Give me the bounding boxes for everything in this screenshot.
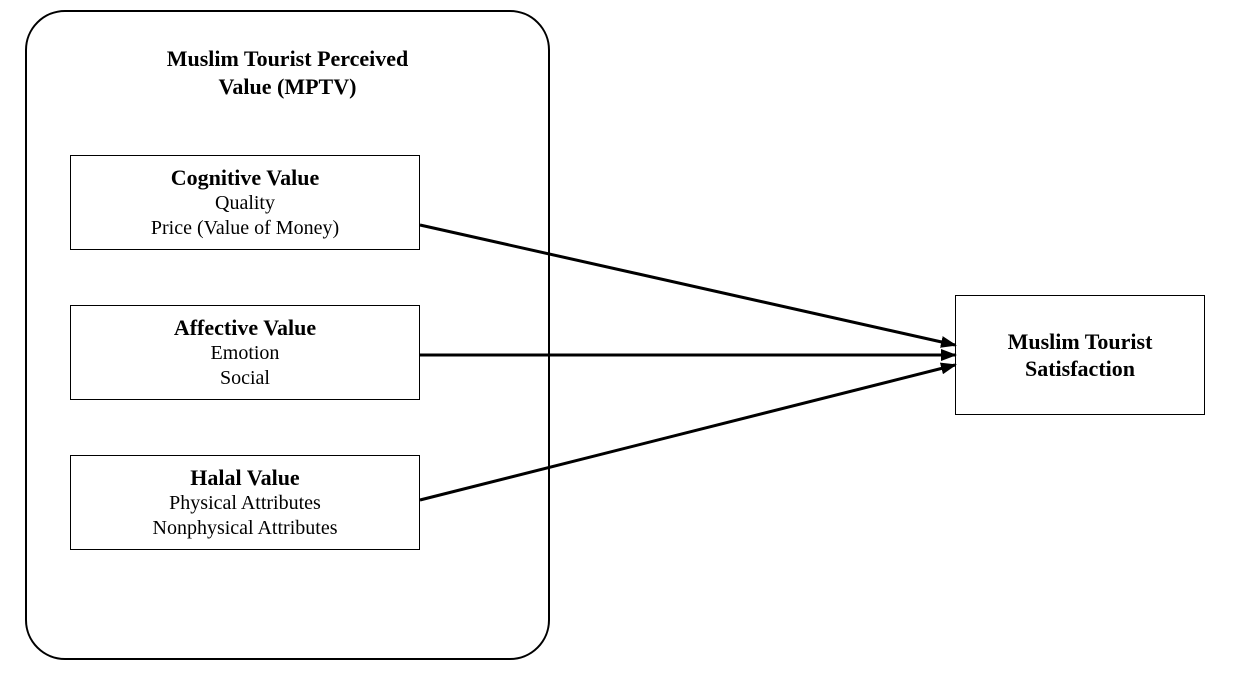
halal-line2: Nonphysical Attributes — [153, 516, 338, 541]
affective-line1: Emotion — [211, 341, 280, 366]
satisfaction-box: Muslim Tourist Satisfaction — [955, 295, 1205, 415]
satisfaction-line2: Satisfaction — [1025, 355, 1135, 383]
halal-value-box: Halal Value Physical Attributes Nonphysi… — [70, 455, 420, 550]
cognitive-value-box: Cognitive Value Quality Price (Value of … — [70, 155, 420, 250]
mptv-title-line2: Value (MPTV) — [25, 73, 550, 101]
cognitive-title: Cognitive Value — [171, 164, 320, 192]
affective-line2: Social — [220, 366, 270, 391]
affective-title: Affective Value — [174, 314, 316, 342]
cognitive-line1: Quality — [215, 191, 275, 216]
mptv-title-line1: Muslim Tourist Perceived — [25, 45, 550, 73]
halal-line1: Physical Attributes — [169, 491, 321, 516]
halal-title: Halal Value — [190, 464, 299, 492]
cognitive-line2: Price (Value of Money) — [151, 216, 339, 241]
diagram-canvas: Muslim Tourist Perceived Value (MPTV) Co… — [0, 0, 1235, 676]
affective-value-box: Affective Value Emotion Social — [70, 305, 420, 400]
satisfaction-line1: Muslim Tourist — [1008, 328, 1153, 356]
mptv-title: Muslim Tourist Perceived Value (MPTV) — [25, 45, 550, 100]
